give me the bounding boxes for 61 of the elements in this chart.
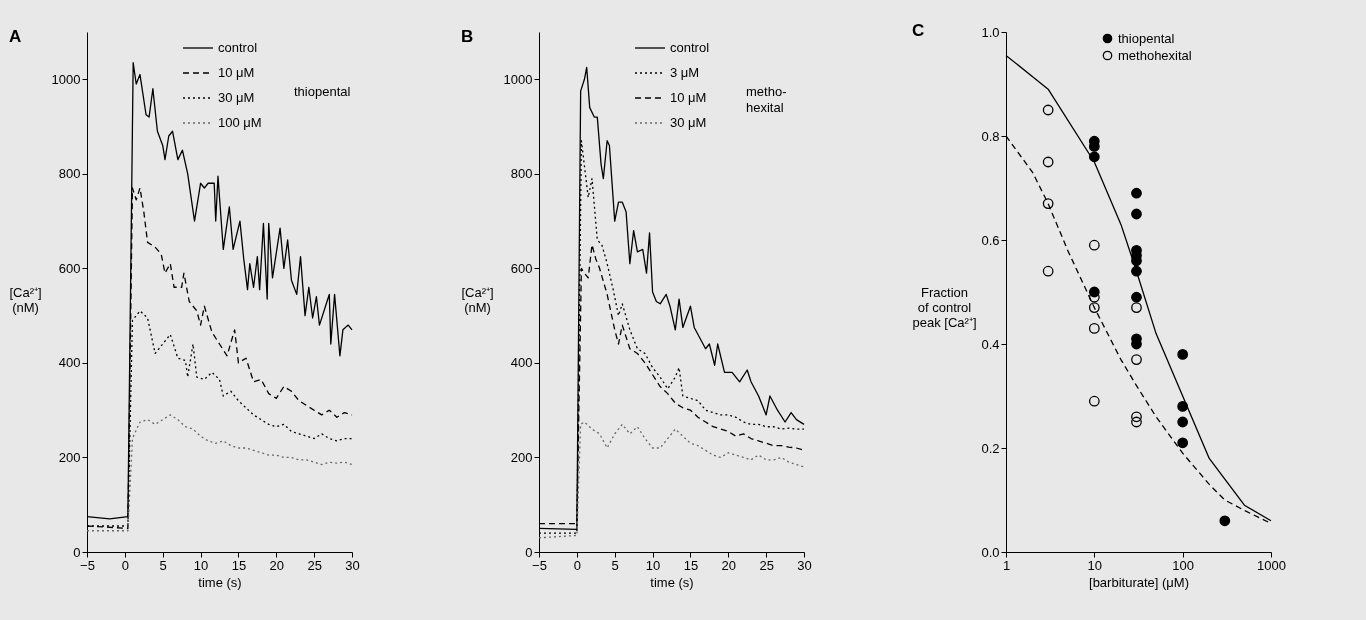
x-tick-label: 100 — [1172, 557, 1195, 573]
y-axis-title: [Ca²⁺] (nM) — [461, 284, 494, 315]
x-tick-label: 20 — [721, 557, 737, 573]
y-tick-label: 0.2 — [981, 440, 1000, 456]
y-tick-label: 0.6 — [981, 232, 1000, 248]
x-tick-label: 1000 — [1257, 557, 1286, 573]
y-tick-label: 800 — [58, 166, 81, 182]
x-tick-label: 5 — [611, 557, 619, 573]
x-tick-label: 30 — [345, 557, 360, 573]
legend-label: 3 μM — [670, 65, 700, 80]
y-tick-label: 1000 — [503, 71, 533, 87]
y-tick-label: 600 — [510, 260, 533, 276]
x-axis-title: time (s) — [650, 574, 694, 590]
chart-title: B — [460, 27, 474, 46]
legend-label: methohexital — [1118, 47, 1192, 63]
x-tick-label: 0 — [573, 557, 581, 573]
x-tick-label: 10 — [645, 557, 661, 573]
x-tick-label: 10 — [193, 557, 209, 573]
y-tick-label: 0.4 — [981, 336, 1000, 352]
chart-title: C — [912, 21, 925, 40]
x-tick-label: 25 — [759, 557, 774, 573]
y-tick-label: 0.8 — [981, 128, 1000, 144]
y-tick-label: 1.0 — [981, 24, 1000, 40]
legend-label: control — [218, 40, 258, 55]
y-tick-label: 1000 — [51, 71, 81, 87]
y-tick-label: 0 — [525, 544, 533, 560]
legend-label: 10 μM — [218, 65, 255, 80]
y-axis-title: Fraction of control peak [Ca²⁺] — [912, 284, 977, 330]
line-series — [86, 414, 353, 532]
y-tick-label: 0.0 — [981, 544, 1000, 560]
x-tick-label: 15 — [683, 557, 699, 573]
y-tick-label: 0 — [73, 544, 81, 560]
y-tick-label: 200 — [58, 449, 81, 465]
x-tick-label: 5 — [159, 557, 167, 573]
x-tick-label: 30 — [797, 557, 812, 573]
x-axis-title: time (s) — [198, 574, 242, 590]
annotation: thiopental — [294, 84, 351, 99]
x-tick-label: 1 — [1002, 557, 1011, 573]
y-tick-label: 800 — [510, 166, 533, 182]
legend-label: 100 μM — [218, 115, 262, 130]
legend-label: 10 μM — [670, 90, 707, 105]
x-tick-label: 15 — [231, 557, 247, 573]
legend-label: thiopental — [1118, 30, 1175, 46]
x-axis-title: [barbiturate] (μM) — [1089, 574, 1189, 590]
x-tick-label: 20 — [269, 557, 285, 573]
legend-label: control — [670, 40, 710, 55]
x-tick-label: −5 — [532, 557, 547, 573]
chart-title: A — [8, 27, 22, 46]
y-axis-title: [Ca²⁺] (nM) — [9, 284, 42, 315]
annotation: metho- hexital — [746, 84, 787, 115]
x-tick-label: 10 — [1087, 557, 1103, 573]
x-tick-label: −5 — [80, 557, 95, 573]
y-tick-label: 200 — [510, 449, 533, 465]
legend-label: 30 μM — [670, 115, 707, 130]
x-tick-label: 25 — [307, 557, 322, 573]
x-tick-label: 0 — [121, 557, 129, 573]
y-tick-label: 600 — [58, 260, 81, 276]
line-series — [538, 421, 805, 539]
legend-label: 30 μM — [218, 90, 255, 105]
y-tick-label: 400 — [510, 355, 533, 371]
y-tick-label: 400 — [58, 355, 81, 371]
